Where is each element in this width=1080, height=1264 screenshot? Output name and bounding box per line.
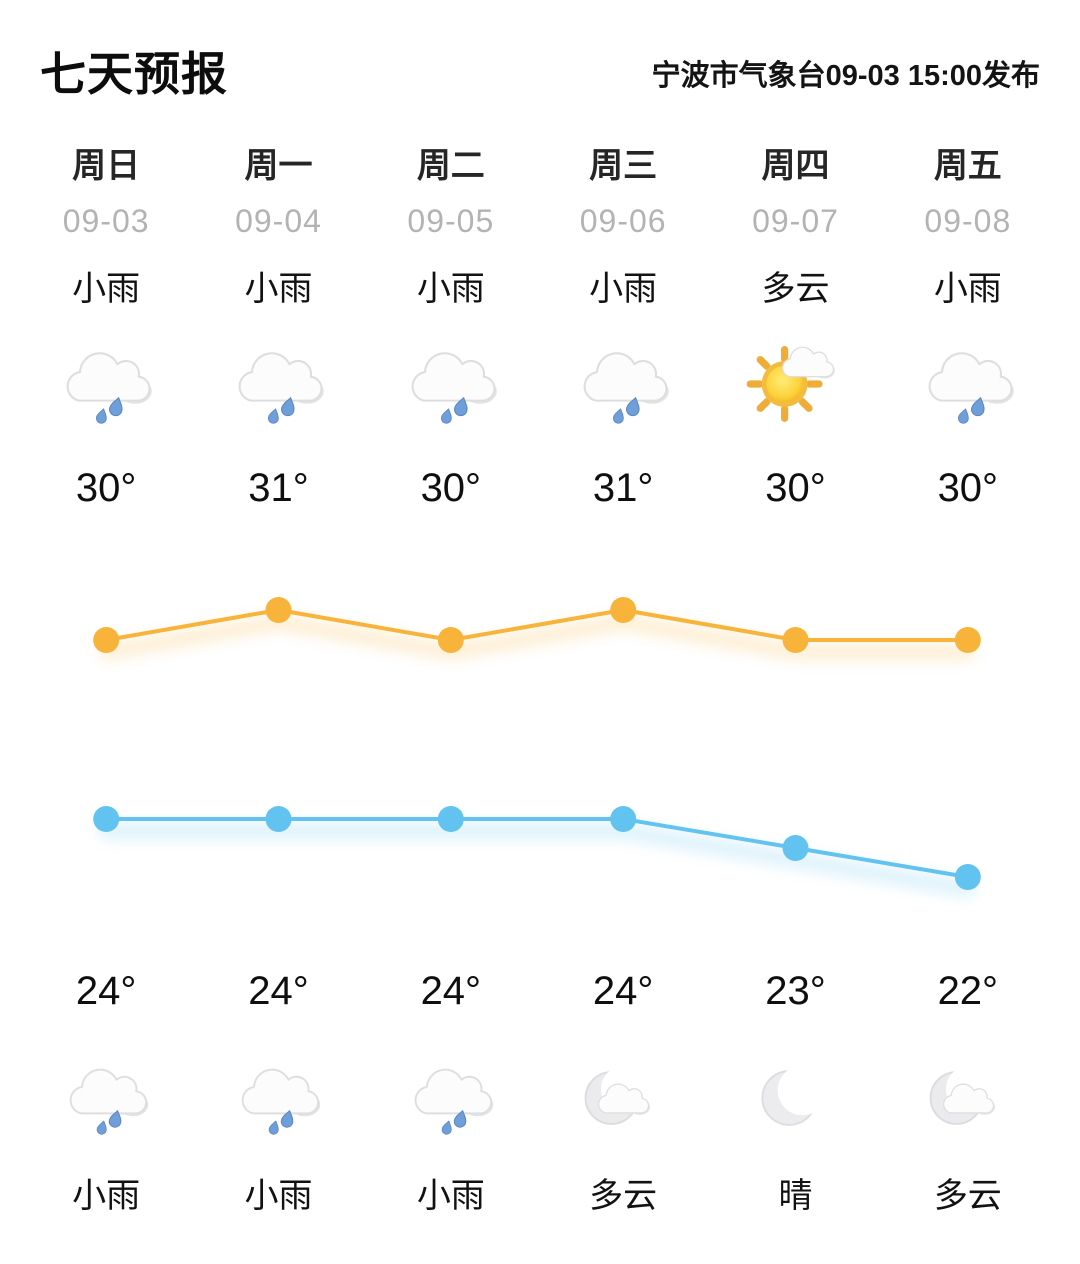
high-temp-label: 30° bbox=[420, 465, 482, 510]
light-rain-icon bbox=[230, 1050, 326, 1146]
high-temp-label: 30° bbox=[75, 465, 137, 510]
day-icon-cell bbox=[709, 332, 881, 436]
cloudy-night-icon bbox=[575, 1050, 671, 1146]
weekday-label: 周五 bbox=[933, 146, 1002, 185]
light-rain-icon bbox=[403, 1050, 499, 1146]
weekday-label: 周二 bbox=[416, 146, 485, 185]
low-temp-label: 22° bbox=[937, 968, 999, 1013]
date-label: 09-05 bbox=[407, 202, 495, 239]
high-temp-label: 30° bbox=[765, 465, 826, 510]
date-label: 09-04 bbox=[235, 202, 322, 239]
clear-night-icon bbox=[761, 1064, 830, 1126]
day-icon-cell bbox=[192, 332, 364, 436]
night-condition-label: 小雨 bbox=[72, 1176, 141, 1215]
light-rain-icon bbox=[226, 332, 330, 436]
day-condition-label: 小雨 bbox=[933, 269, 1002, 308]
high-temp-label: 31° bbox=[248, 465, 309, 510]
weekday-label: 周三 bbox=[589, 146, 658, 185]
day-icon-cell bbox=[882, 332, 1054, 436]
day-icon-cell bbox=[20, 332, 192, 436]
light-rain-icon bbox=[54, 332, 158, 436]
low-temp-label: 24° bbox=[592, 968, 654, 1013]
day-condition-label: 小雨 bbox=[589, 269, 658, 308]
page-title: 七天预报 bbox=[40, 48, 228, 101]
date-row: 09-03 09-04 09-05 09-06 09-07 09-08 bbox=[20, 188, 1054, 254]
night-condition-label: 晴 bbox=[778, 1176, 813, 1215]
low-temp-row: 24° 24° 24° 24° 23° 22° bbox=[20, 944, 1054, 1038]
weekday-label: 周一 bbox=[244, 146, 313, 185]
night-condition-label: 小雨 bbox=[416, 1176, 485, 1215]
header: 七天预报 宁波市气象台09-03 15:00发布 bbox=[0, 0, 1080, 100]
date-label: 09-03 bbox=[62, 202, 150, 239]
low-temp-label: 23° bbox=[765, 968, 826, 1013]
date-label: 09-08 bbox=[924, 202, 1012, 239]
night-icons-row bbox=[20, 1038, 1054, 1158]
partly-cloudy-day-icon bbox=[743, 332, 847, 436]
night-condition-label: 小雨 bbox=[244, 1176, 313, 1215]
weekday-label: 周四 bbox=[761, 146, 830, 185]
night-condition-label: 多云 bbox=[589, 1176, 658, 1215]
high-temp-label: 31° bbox=[592, 465, 654, 510]
weekday-label: 周日 bbox=[72, 146, 141, 185]
day-condition-label: 小雨 bbox=[416, 269, 485, 308]
day-condition-label: 多云 bbox=[761, 269, 830, 308]
low-temp-label: 24° bbox=[420, 968, 482, 1013]
day-icon-cell bbox=[365, 332, 537, 436]
day-icons-row bbox=[20, 316, 1054, 452]
cloudy-night-icon bbox=[920, 1050, 1016, 1146]
night-icon-cell bbox=[882, 1050, 1054, 1146]
high-temp-label: 30° bbox=[937, 465, 999, 510]
temperature-chart bbox=[93, 597, 981, 897]
publisher-info: 宁波市气象台09-03 15:00发布 bbox=[651, 60, 1040, 93]
day-condition-label: 小雨 bbox=[72, 269, 141, 308]
light-rain-icon bbox=[58, 1050, 154, 1146]
day-icon-cell bbox=[537, 332, 709, 436]
light-rain-icon bbox=[571, 332, 675, 436]
night-condition-label: 多云 bbox=[933, 1176, 1002, 1215]
weekday-row: 周日 周一 周二 周三 周四 周五 bbox=[20, 136, 1054, 188]
night-icon-cell bbox=[365, 1050, 537, 1146]
date-label: 09-07 bbox=[752, 202, 839, 239]
night-icon-cell bbox=[537, 1050, 709, 1146]
light-rain-icon bbox=[916, 332, 1020, 436]
night-icon-cell bbox=[192, 1050, 364, 1146]
night-icon-cell bbox=[709, 1050, 881, 1146]
high-temp-row: 30° 31° 30° 31° 30° 30° bbox=[20, 452, 1054, 524]
date-label: 09-06 bbox=[579, 202, 667, 239]
light-rain-icon bbox=[399, 332, 503, 436]
day-condition-label: 小雨 bbox=[244, 269, 313, 308]
night-condition-row: 小雨 小雨 小雨 多云 晴 多云 bbox=[20, 1158, 1054, 1226]
low-temp-label: 24° bbox=[248, 968, 309, 1013]
day-condition-row: 小雨 小雨 小雨 小雨 多云 小雨 bbox=[20, 254, 1054, 316]
forecast-area: 周日 周一 周二 周三 周四 周五 09-03 09-04 09-05 09-0… bbox=[0, 136, 1080, 1226]
low-temp-label: 24° bbox=[75, 968, 137, 1013]
night-icon-cell bbox=[20, 1050, 192, 1146]
